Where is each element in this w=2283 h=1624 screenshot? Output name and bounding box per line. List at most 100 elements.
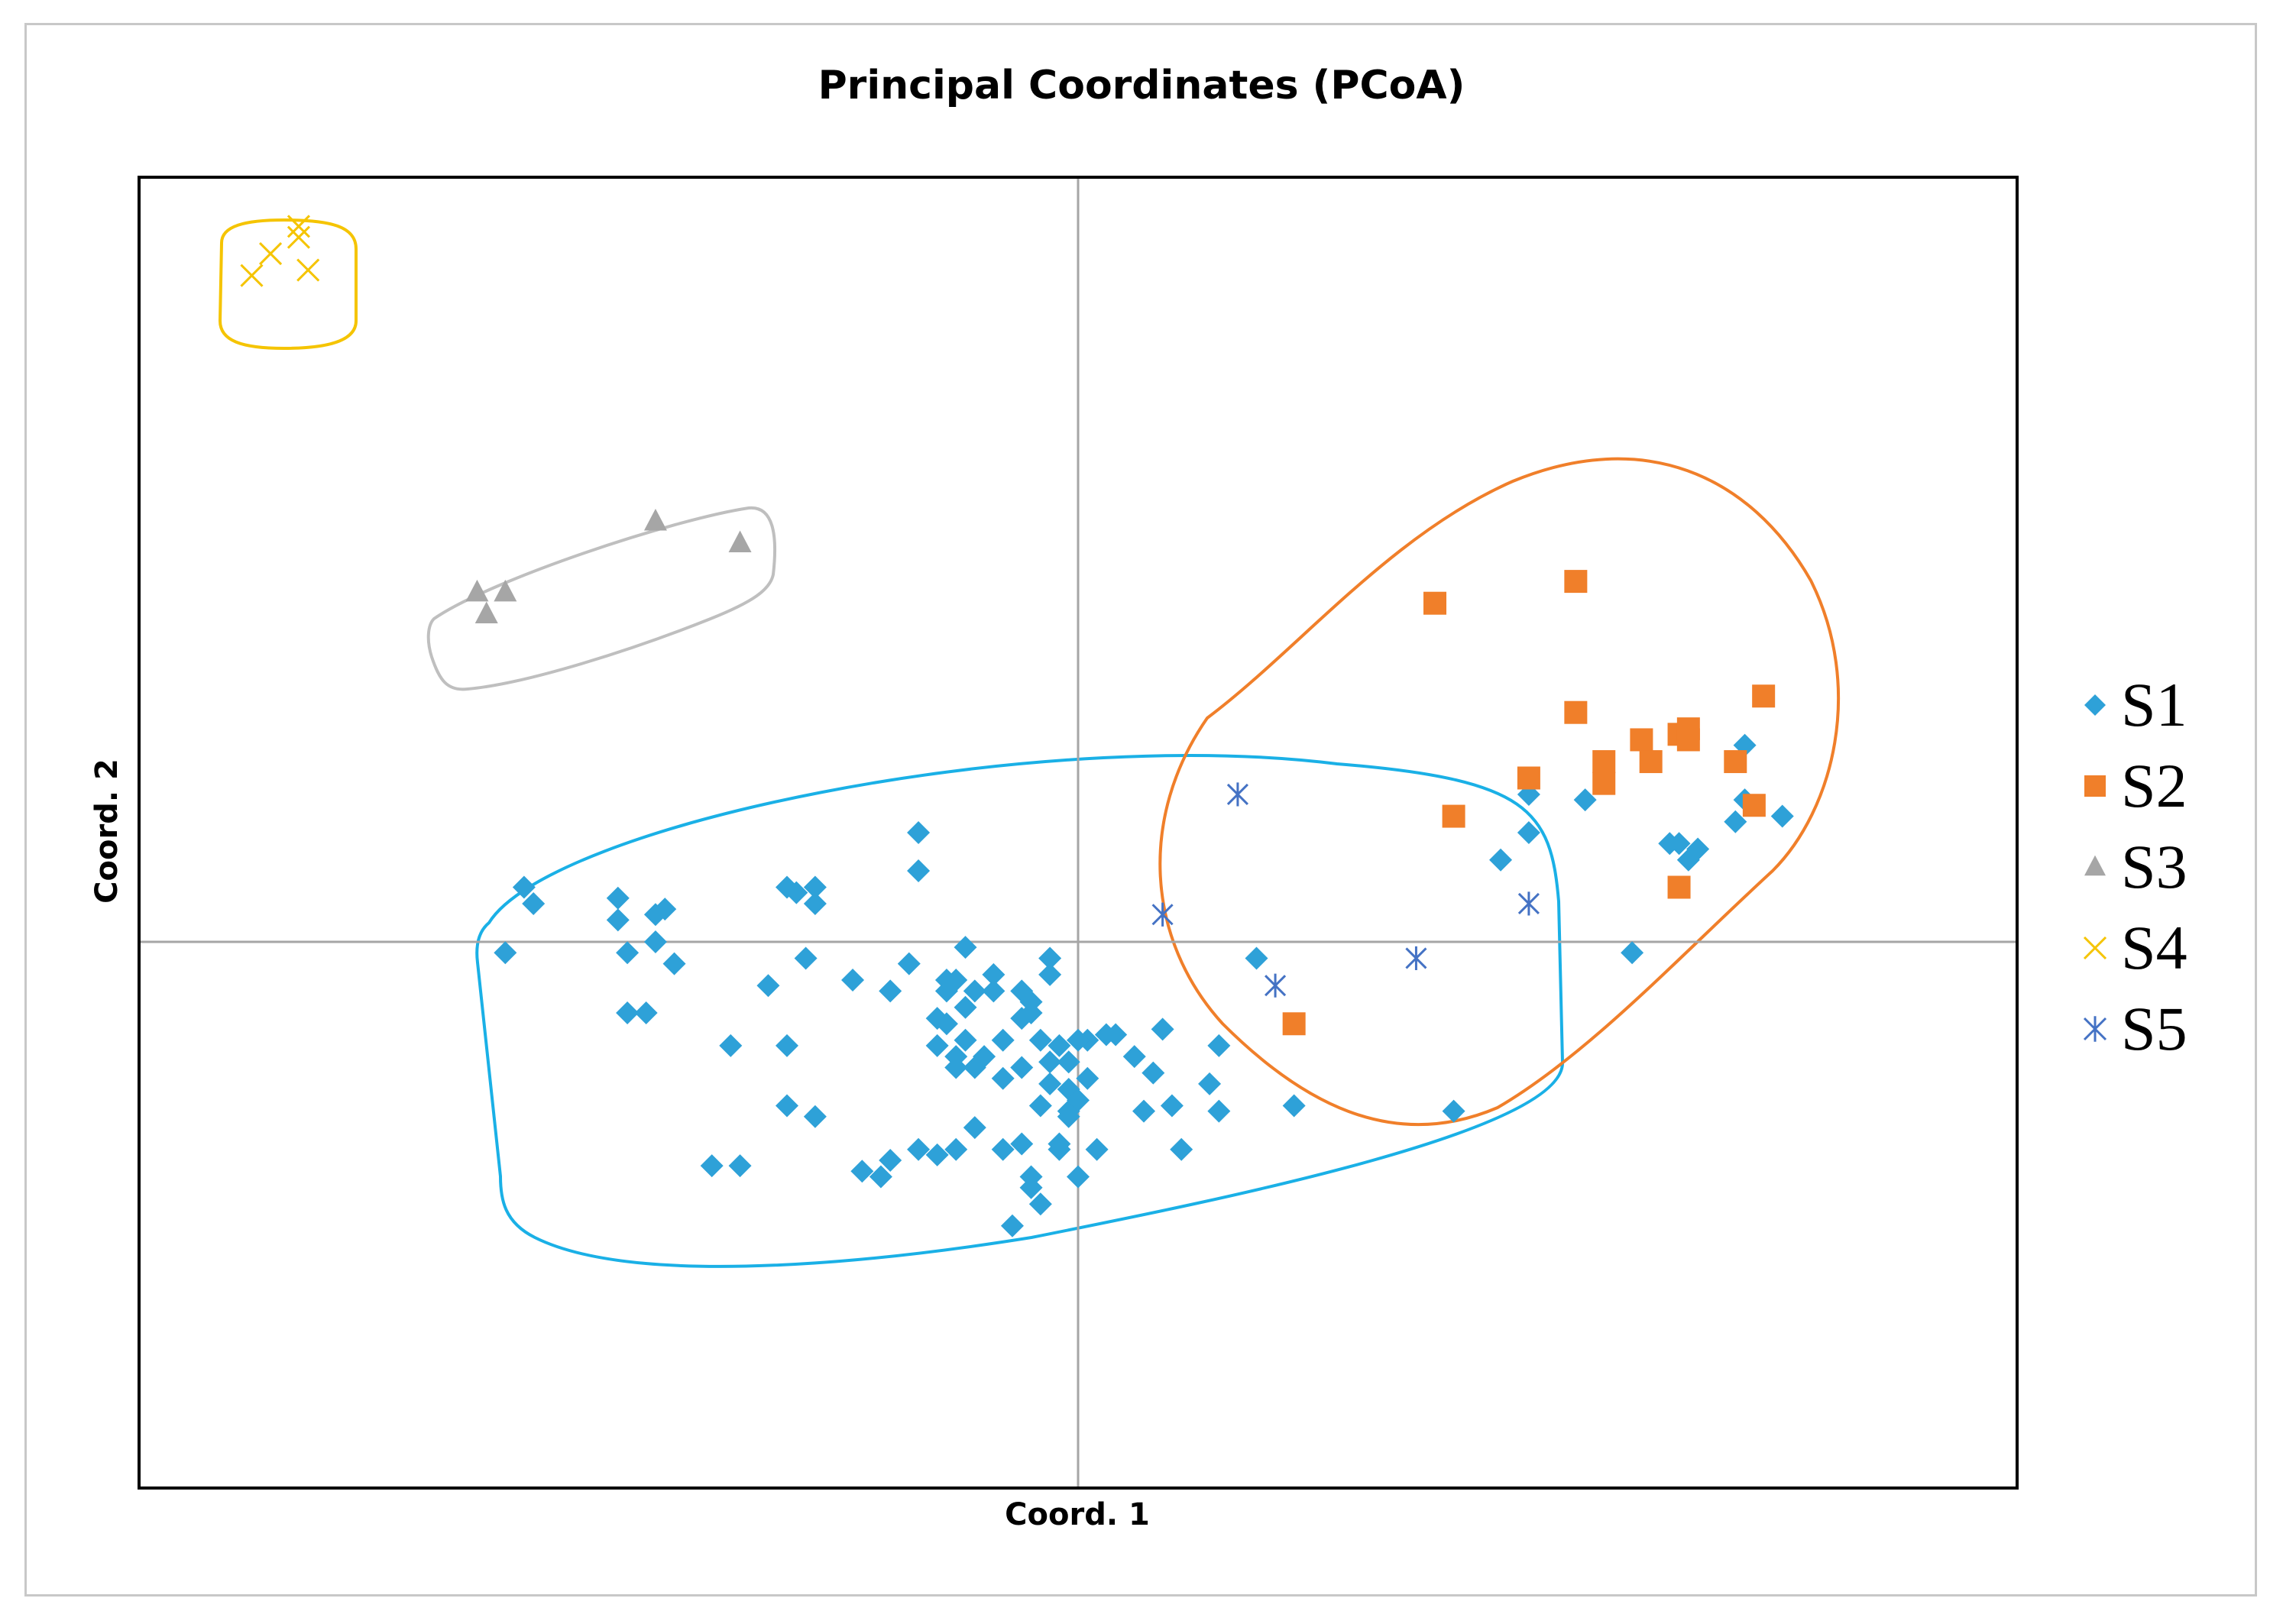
legend-item-s5: S5 (2072, 988, 2255, 1069)
point-s1-93 (1198, 1072, 1222, 1095)
point-s1-60 (925, 1143, 949, 1166)
cluster-outline-1 (475, 754, 1565, 1268)
point-s1-4 (606, 886, 630, 910)
point-s1-53 (728, 1154, 752, 1178)
point-s1-98 (1442, 1099, 1465, 1123)
point-s1-5 (606, 908, 630, 932)
legend-item-s1: S1 (2072, 665, 2255, 746)
point-s1-103 (1621, 941, 1644, 965)
point-s2-11 (1724, 750, 1747, 774)
point-s1-91 (1170, 1137, 1193, 1161)
point-s1-1 (512, 875, 536, 899)
point-s1-83 (1048, 1137, 1071, 1161)
point-s2-5 (1630, 728, 1653, 752)
point-s5-4 (1405, 946, 1427, 971)
point-s1-45 (1028, 1028, 1052, 1052)
cluster-outline-3 (426, 506, 777, 691)
point-s5-1 (1226, 782, 1248, 807)
point-s4-2 (287, 225, 310, 249)
point-s2-14 (1442, 804, 1465, 828)
point-s2-10 (1639, 750, 1663, 774)
data-points (240, 215, 1794, 1237)
point-s1-54 (776, 1094, 799, 1118)
point-s1-88 (1132, 1099, 1156, 1123)
point-s3-2 (494, 579, 517, 602)
point-s1-27 (954, 936, 977, 959)
point-s1-89 (1142, 1061, 1165, 1085)
point-s1-84 (1085, 1137, 1109, 1161)
point-s3-3 (474, 601, 498, 623)
point-s2-12 (1517, 766, 1540, 790)
point-s1-46 (1019, 1001, 1043, 1024)
chart-title: Principal Coordinates (PCoA) (818, 63, 1465, 108)
point-s1-3 (494, 941, 517, 965)
point-s1-47 (1028, 1094, 1052, 1118)
point-s1-8 (653, 898, 677, 921)
point-s1-13 (719, 1034, 743, 1057)
point-s1-29 (954, 1028, 977, 1052)
point-s3-5 (728, 530, 752, 553)
legend-label: S4 (2121, 913, 2187, 982)
point-s1-108 (1724, 810, 1747, 833)
point-s1-101 (1517, 821, 1540, 844)
point-s1-17 (803, 891, 827, 915)
point-s4-1 (287, 215, 310, 238)
point-s1-62 (963, 1116, 986, 1140)
point-s1-69 (1038, 1050, 1062, 1074)
point-s1-105 (1667, 832, 1691, 856)
point-s1-22 (879, 979, 902, 1003)
point-s1-70 (1048, 1034, 1071, 1057)
point-s1-57 (869, 1165, 892, 1189)
point-s5-2 (1151, 902, 1174, 927)
point-s1-96 (1245, 946, 1268, 970)
point-s1-67 (1019, 1176, 1043, 1199)
point-s1-19 (907, 821, 931, 844)
legend-label: S2 (2121, 751, 2187, 820)
legend-item-s2: S2 (2072, 746, 2255, 827)
point-s5-3 (1265, 973, 1287, 998)
point-s1-37 (944, 1045, 968, 1069)
point-s1-52 (700, 1154, 724, 1178)
point-s1-49 (1010, 1132, 1034, 1156)
legend-marker-s2 (2084, 775, 2106, 797)
point-s1-102 (1573, 788, 1597, 812)
point-s1-18 (794, 946, 818, 970)
point-s1-23 (897, 952, 921, 975)
point-s3-4 (643, 508, 667, 531)
point-s2-9 (1592, 750, 1616, 774)
point-s1-61 (944, 1137, 968, 1161)
point-s1-48 (991, 1066, 1015, 1090)
zero-lines (139, 177, 2017, 1488)
point-s4-3 (258, 242, 283, 266)
point-s1-32 (973, 1045, 996, 1069)
point-s1-87 (1122, 1045, 1146, 1069)
point-s3-1 (465, 579, 489, 602)
point-s1-15 (785, 881, 808, 904)
point-s2-1 (1423, 591, 1447, 615)
point-s2-4 (1564, 700, 1588, 724)
point-s1-97 (1282, 1094, 1306, 1118)
point-s1-12 (634, 1001, 658, 1024)
point-s1-55 (803, 1105, 827, 1128)
point-s1-74 (1057, 1050, 1080, 1074)
point-s1-76 (1067, 1089, 1090, 1112)
point-s1-9 (643, 930, 667, 953)
point-s1-21 (841, 969, 865, 992)
point-s1-38 (982, 962, 1005, 986)
point-s4-4 (240, 264, 264, 287)
point-s2-15 (1742, 794, 1766, 817)
point-s1-111 (1770, 804, 1794, 828)
point-s1-36 (934, 969, 958, 992)
point-s2-3 (1752, 684, 1776, 708)
point-s2-16 (1667, 875, 1691, 899)
point-s1-16 (803, 875, 827, 899)
point-s2-17 (1282, 1012, 1306, 1036)
cluster-outline-4 (218, 218, 358, 351)
point-s1-107 (1686, 837, 1710, 861)
point-s1-65 (1028, 1192, 1052, 1216)
point-s1-82 (1067, 1165, 1090, 1189)
legend-marker-s4 (2083, 936, 2107, 960)
point-s1-39 (982, 979, 1005, 1003)
point-s1-68 (1038, 1072, 1062, 1095)
